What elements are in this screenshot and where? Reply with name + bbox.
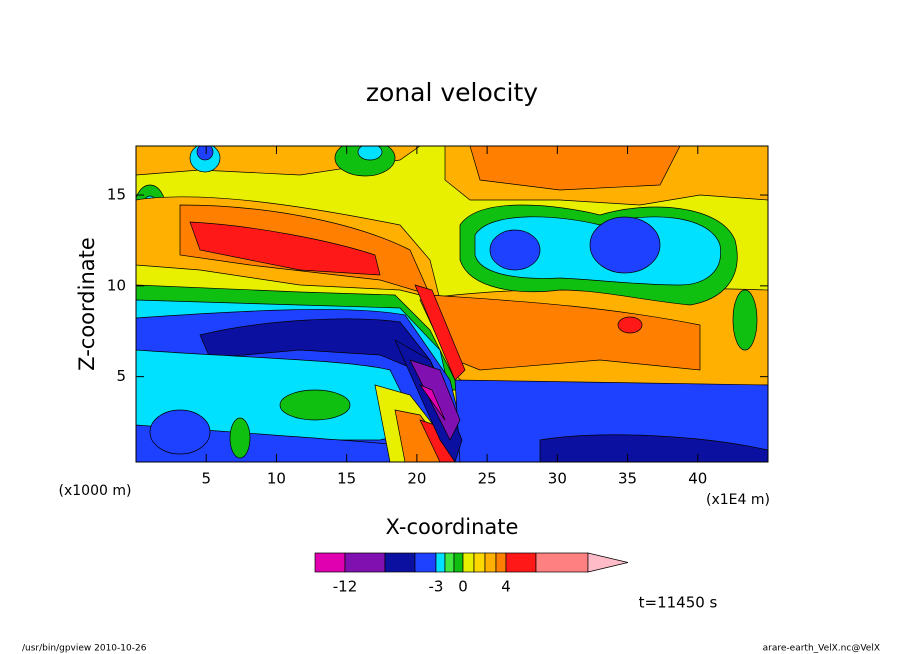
contour-region <box>419 384 446 421</box>
y-unit: (x1000 m) <box>59 483 132 499</box>
y-tick-label: 15 <box>107 186 126 204</box>
colorbar-box <box>495 552 507 573</box>
y-tick-label: 10 <box>107 276 126 294</box>
colorbar-box <box>462 552 475 573</box>
footer-right: arare-earth_VelX.nc@VelX <box>763 644 880 654</box>
contour-region <box>196 146 214 161</box>
contour-region <box>469 146 681 191</box>
contour-region <box>732 289 758 351</box>
colorbar-tick-label: 0 <box>458 578 468 596</box>
x-tick-label: 40 <box>688 470 707 488</box>
colorbar-tick-label: -3 <box>429 578 444 596</box>
footer-left: /usr/bin/gpview 2010-10-26 <box>22 644 147 654</box>
contour-region <box>489 229 541 271</box>
contour-field <box>136 146 768 462</box>
contour-region <box>394 339 463 462</box>
colorbar-box <box>444 552 455 573</box>
contour-region <box>279 389 351 421</box>
contour-region <box>189 221 381 276</box>
x-unit: (x1E4 m) <box>706 492 770 508</box>
contour-region <box>589 216 661 274</box>
colorbar-box <box>344 552 386 573</box>
colorbar-box <box>535 552 589 573</box>
contour-region <box>419 419 456 462</box>
y-axis-label: Z-coordinate <box>75 237 99 371</box>
contour-region <box>617 316 643 334</box>
colorbar-box <box>505 552 537 573</box>
colorbar-box <box>484 552 497 573</box>
colorbar-box <box>435 552 446 573</box>
x-tick-label: 25 <box>478 470 497 488</box>
colorbar-extension <box>587 552 629 573</box>
x-tick-label: 15 <box>337 470 356 488</box>
contour-region <box>149 409 211 455</box>
x-axis-label: X-coordinate <box>386 515 519 539</box>
colorbar-tick-label: -12 <box>333 578 358 596</box>
x-tick-label: 10 <box>267 470 286 488</box>
contour-region <box>414 284 466 381</box>
x-tick-label: 35 <box>618 470 637 488</box>
colorbar: -12 -3 0 4 <box>314 552 629 596</box>
x-tick-label: 5 <box>201 470 211 488</box>
colorbar-tick-label: 4 <box>501 578 511 596</box>
x-tick-label: 20 <box>407 470 426 488</box>
contour-region <box>136 349 421 441</box>
colorbar-box <box>473 552 486 573</box>
colorbar-box <box>314 552 346 573</box>
colorbar-box <box>453 552 464 573</box>
chart-title: zonal velocity <box>366 78 538 107</box>
plot-frame <box>135 145 769 463</box>
colorbar-box <box>414 552 437 573</box>
y-tick-label: 5 <box>116 367 126 385</box>
contour-region <box>357 146 383 161</box>
contour-region <box>429 294 701 371</box>
contour-region <box>229 417 251 459</box>
colorbar-box <box>384 552 416 573</box>
annotation: t=11450 s <box>639 594 718 612</box>
x-tick-label: 30 <box>548 470 567 488</box>
